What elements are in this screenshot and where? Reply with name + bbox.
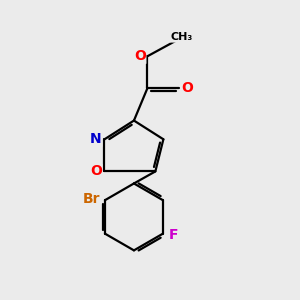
Text: N: N: [90, 132, 102, 146]
Text: O: O: [134, 49, 146, 63]
Text: CH₃: CH₃: [170, 32, 193, 42]
Text: Br: Br: [83, 192, 100, 206]
Text: O: O: [181, 81, 193, 95]
Text: O: O: [90, 164, 102, 178]
Text: F: F: [168, 228, 178, 242]
